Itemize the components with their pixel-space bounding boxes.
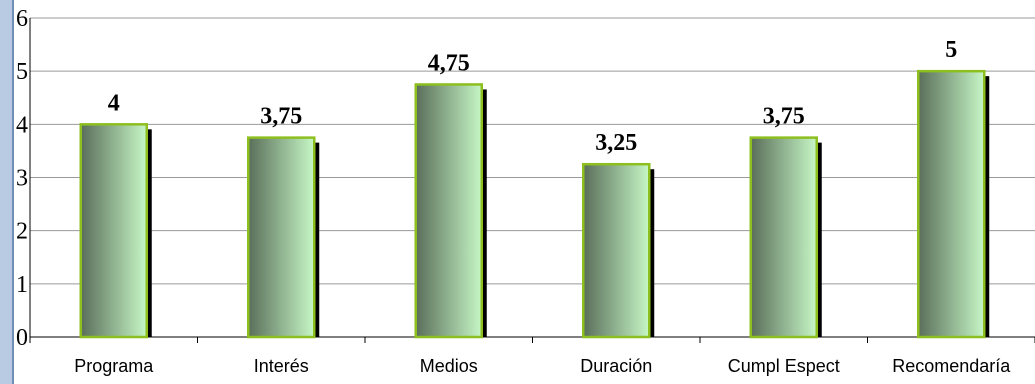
data-label: 4,75 [428, 50, 470, 76]
x-tick-label: Recomendaría [892, 356, 1011, 376]
data-label: 4 [108, 90, 120, 116]
y-tick-label: 6 [16, 6, 28, 32]
data-label: 3,75 [260, 104, 302, 130]
bar-programa [79, 123, 148, 339]
bar-recomendaría [917, 69, 986, 339]
y-tick-label: 1 [16, 272, 28, 298]
data-labels: 4 3,75 4,75 3,25 3,75 5 [108, 37, 958, 156]
x-tick-label: Interés [254, 356, 309, 376]
y-tick-label: 0 [16, 325, 28, 351]
axes [29, 18, 1035, 343]
gridlines [30, 17, 1035, 285]
y-tick-label: 4 [16, 112, 28, 138]
x-tick-label: Duración [580, 356, 652, 376]
data-label: 3,25 [595, 130, 637, 156]
data-label: 3,75 [763, 104, 805, 130]
bar-duración [582, 162, 651, 339]
bars [79, 69, 990, 339]
x-tick-label: Medios [420, 356, 478, 376]
x-tick-labels: Programa Interés Medios Duración Cumpl Espec… [74, 356, 1011, 376]
bar-cumpl-espect [749, 136, 818, 339]
left-border-strip [0, 0, 14, 384]
y-tick-label: 2 [16, 219, 28, 245]
bar-medios [414, 83, 483, 339]
x-tick-label: Cumpl Espect [728, 356, 840, 376]
bar-interés [247, 136, 316, 339]
data-label: 5 [945, 37, 957, 63]
y-tick-label: 5 [16, 59, 28, 85]
y-tick-labels: 0 1 2 3 4 5 6 [16, 6, 28, 351]
x-tick-label: Programa [74, 356, 154, 376]
y-tick-label: 3 [16, 166, 28, 192]
